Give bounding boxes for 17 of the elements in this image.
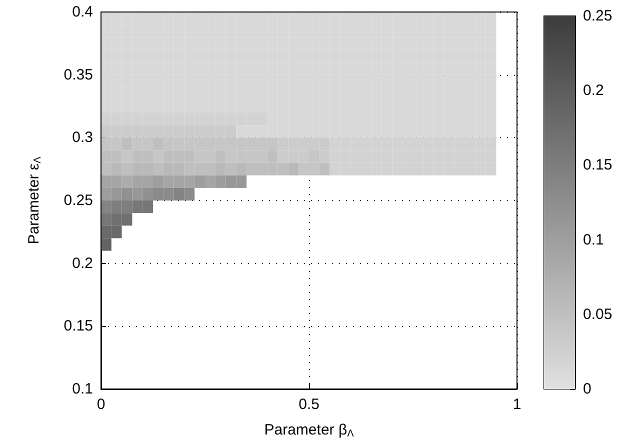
x-tick-label: 0.5 <box>298 396 320 413</box>
color-bar-label: 0.05 <box>583 306 612 323</box>
y-tick-label: 0.25 <box>64 192 93 209</box>
y-axis-title: Parameter εΛ <box>26 156 44 244</box>
y-tick-label: 0.2 <box>72 254 93 272</box>
color-bar-label: 0.1 <box>583 231 604 248</box>
y-tick-label: 0.4 <box>72 4 93 20</box>
y-tick-label: 0.15 <box>64 318 93 335</box>
y-tick-label: 0.1 <box>72 380 93 398</box>
color-bar-label: 0.25 <box>583 8 612 24</box>
color-bar-label: 0.2 <box>583 82 604 100</box>
color-bar-label: 0 <box>583 380 592 398</box>
x-tick-label: 1 <box>512 396 522 413</box>
y-tick-label: 0.3 <box>72 129 93 146</box>
x-tick-label: 0 <box>96 396 106 413</box>
y-tick-label: 0.35 <box>64 66 93 84</box>
color-bar-label: 0.15 <box>583 156 612 174</box>
